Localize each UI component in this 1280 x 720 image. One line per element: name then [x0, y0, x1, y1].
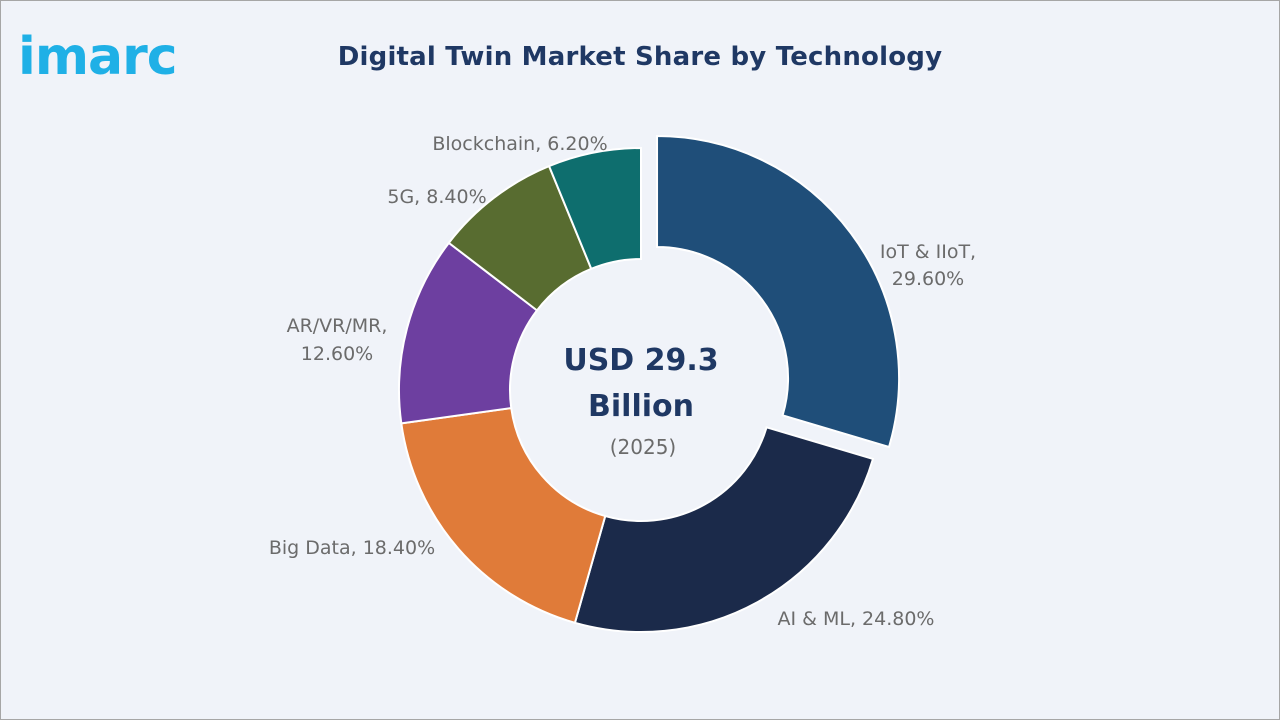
- labels-group: IoT & IIoT, 29.60% AI & ML, 24.80% Big Data…: [269, 133, 976, 630]
- chart-title: Digital Twin Market Share by Technology: [337, 42, 943, 72]
- slices-group: [398, 135, 900, 633]
- slice-ai-ml: [573, 426, 875, 633]
- slice-label: Blockchain, 6.20%: [432, 133, 607, 155]
- slice-label: Big Data, 18.40%: [269, 537, 435, 559]
- slice-label: AR/VR/MR, 12.60%: [287, 315, 388, 365]
- center-year: (2025): [610, 435, 677, 459]
- slice-label: IoT & IIoT, 29.60%: [880, 241, 976, 290]
- logo-text: imarc: [18, 27, 177, 87]
- slice-label: 5G, 8.40%: [387, 186, 486, 208]
- imarc-logo: imarc: [18, 27, 178, 87]
- slice-iot-iiot: [656, 135, 900, 449]
- slice-label: AI & ML, 24.80%: [777, 608, 934, 630]
- slice-blockchain: [547, 146, 642, 271]
- slice-big-data: [400, 406, 607, 625]
- center-value: USD 29.3: [563, 343, 718, 378]
- center-unit: Billion: [588, 389, 694, 424]
